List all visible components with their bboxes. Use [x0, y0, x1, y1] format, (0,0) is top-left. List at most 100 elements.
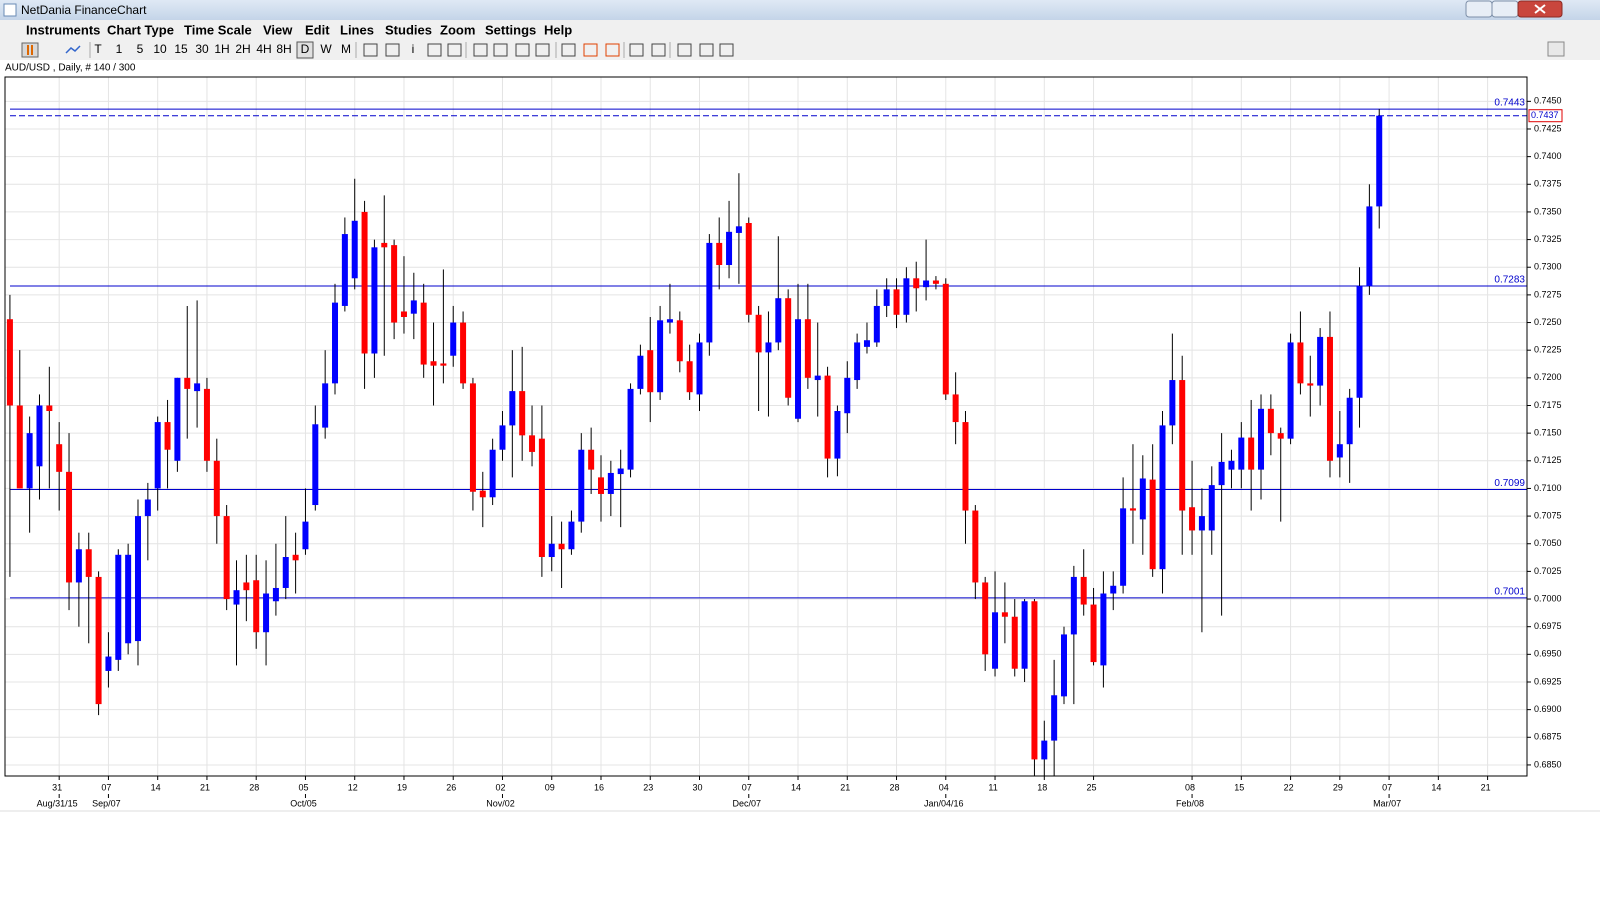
tool-button[interactable]: T: [94, 42, 102, 56]
candle-body: [1021, 601, 1028, 669]
candle-body: [578, 449, 585, 522]
tool-icon[interactable]: [493, 43, 508, 57]
candle-body: [1317, 336, 1324, 386]
y-tick-label: 0.7325: [1534, 234, 1562, 244]
candle-body: [1258, 408, 1265, 470]
tool-button[interactable]: W: [320, 42, 332, 56]
candle-body: [1336, 444, 1343, 458]
y-tick-label: 0.7000: [1534, 593, 1562, 603]
tool-button[interactable]: D: [301, 42, 310, 56]
candle-body: [164, 422, 171, 450]
tool-icon[interactable]: [515, 43, 530, 57]
candle-body: [844, 377, 851, 414]
menu-item[interactable]: Zoom: [440, 22, 475, 37]
tool-icon[interactable]: [65, 45, 81, 54]
candle-body: [1366, 206, 1373, 287]
minimize-button[interactable]: [1465, 0, 1493, 18]
candle-body: [558, 543, 565, 550]
tool-icon[interactable]: [605, 43, 620, 57]
candle-body: [1031, 601, 1038, 760]
y-tick-label: 0.7075: [1534, 510, 1562, 520]
candle-body: [913, 278, 920, 289]
app-icon: [3, 3, 17, 17]
candle-body: [174, 377, 181, 461]
x-tick-label: 14: [791, 782, 801, 792]
candle-body: [548, 543, 555, 558]
tool-button[interactable]: i: [412, 42, 415, 56]
tool-icon[interactable]: [651, 43, 666, 57]
tool-icon[interactable]: [27, 45, 33, 55]
y-tick-label: 0.6950: [1534, 649, 1562, 659]
tool-icon[interactable]: [699, 43, 714, 57]
candle-body: [115, 554, 122, 660]
tool-icon[interactable]: [583, 43, 598, 57]
candle-body: [657, 320, 664, 393]
x-tick-label: 28: [890, 782, 900, 792]
panel-button[interactable]: [1547, 41, 1565, 57]
candle-body: [322, 383, 329, 428]
candle-body: [992, 612, 999, 669]
candle-body: [440, 363, 447, 366]
tool-button[interactable]: 8H: [276, 42, 291, 56]
y-tick-label: 0.7300: [1534, 262, 1562, 272]
x-tick-label: 12: [348, 782, 358, 792]
candle-body: [1090, 604, 1097, 663]
menu-item[interactable]: Studies: [385, 22, 432, 37]
candle-body: [873, 305, 880, 343]
menu-item[interactable]: Help: [544, 22, 572, 37]
candle-body: [1060, 634, 1067, 697]
candle-body: [243, 582, 250, 591]
tool-button[interactable]: 1H: [214, 42, 229, 56]
candle-body: [154, 422, 161, 489]
candle-body: [469, 383, 476, 492]
tool-icon[interactable]: [561, 43, 576, 57]
tool-icon[interactable]: [629, 43, 644, 57]
candle-body: [509, 391, 516, 426]
tool-icon[interactable]: [385, 43, 400, 57]
last-price-box: [1528, 109, 1563, 123]
x-major-label: Dec/07: [732, 798, 761, 808]
candle-body: [923, 280, 930, 288]
candle-body: [1238, 437, 1245, 470]
tool-icon[interactable]: [427, 43, 442, 57]
candle-body: [381, 242, 388, 248]
tool-button[interactable]: 30: [195, 42, 209, 56]
candle-body: [745, 222, 752, 315]
candle-body: [391, 245, 398, 323]
candle-body: [1218, 461, 1225, 486]
tool-button[interactable]: 1: [116, 42, 123, 56]
menu-item[interactable]: Edit: [305, 22, 330, 37]
candle-body: [1179, 380, 1186, 511]
tool-icon[interactable]: [473, 43, 488, 57]
tool-button[interactable]: 4H: [256, 42, 271, 56]
menu-item[interactable]: Chart Type: [107, 22, 174, 37]
candle-body: [282, 557, 289, 588]
tool-icon[interactable]: [535, 43, 550, 57]
tool-button[interactable]: 15: [174, 42, 188, 56]
candle-body: [1297, 342, 1304, 384]
menu-item[interactable]: Time Scale: [184, 22, 252, 37]
x-tick-label: 07: [1382, 782, 1392, 792]
tool-button[interactable]: 2H: [235, 42, 250, 56]
menu-item[interactable]: Settings: [485, 22, 536, 37]
tool-button[interactable]: 10: [153, 42, 167, 56]
candle-body: [972, 510, 979, 583]
x-major-label: Feb/08: [1176, 798, 1204, 808]
tool-button[interactable]: 5: [137, 42, 144, 56]
menu-item[interactable]: Instruments: [26, 22, 100, 37]
candle-body: [735, 226, 742, 233]
tool-icon[interactable]: [447, 43, 462, 57]
tool-icon[interactable]: [21, 42, 39, 58]
candle-body: [332, 302, 339, 384]
tool-button[interactable]: M: [341, 42, 351, 56]
window-title: NetDania FinanceChart: [21, 3, 147, 17]
menu-item[interactable]: Lines: [340, 22, 374, 37]
tool-icon[interactable]: [363, 43, 378, 57]
tool-icon[interactable]: [719, 43, 734, 57]
menu-item[interactable]: View: [263, 22, 293, 37]
x-tick-label: 23: [643, 782, 653, 792]
candle-body: [450, 322, 457, 356]
candle-body: [588, 449, 595, 470]
tool-icon[interactable]: [677, 43, 692, 57]
maximize-button[interactable]: [1491, 0, 1519, 18]
